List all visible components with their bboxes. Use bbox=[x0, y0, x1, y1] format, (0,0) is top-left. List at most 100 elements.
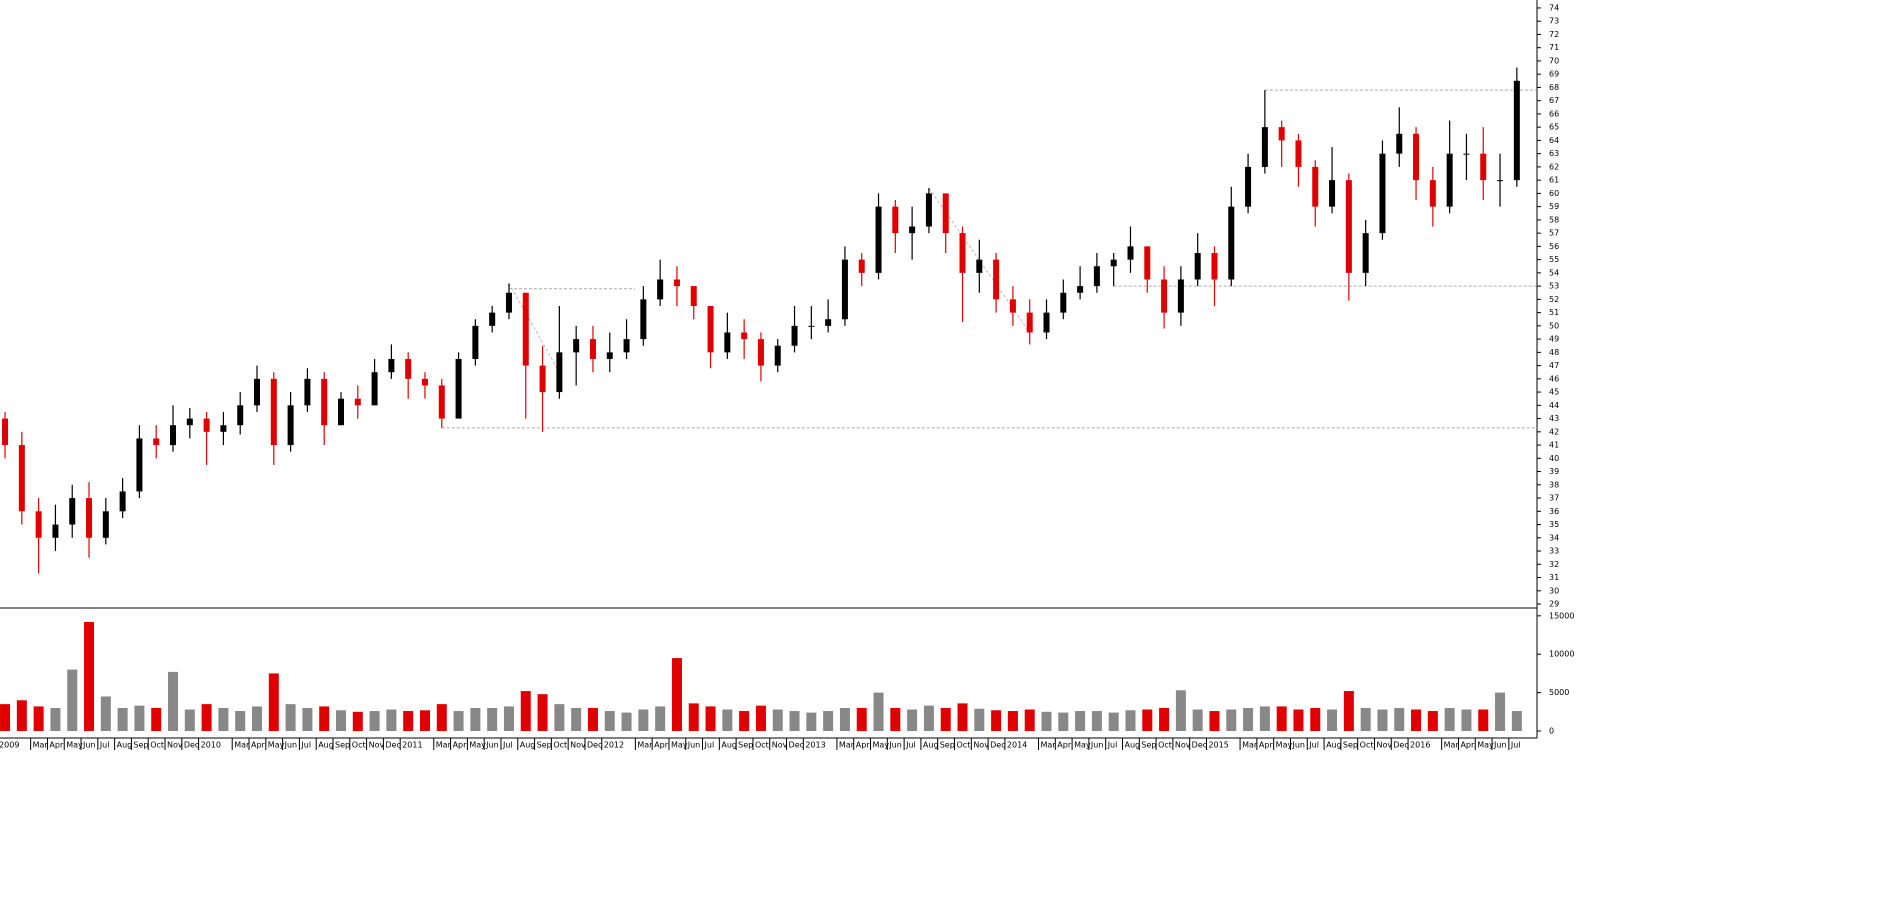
x-tick-label: Dec bbox=[1192, 741, 1207, 750]
y-tick-label: 70 bbox=[1549, 56, 1559, 65]
x-tick-label: May bbox=[268, 741, 285, 750]
x-tick-label: Apr bbox=[1259, 741, 1274, 750]
x-tick-label: Dec bbox=[1393, 741, 1408, 750]
x-tick-label: Mar bbox=[1242, 741, 1258, 750]
x-tick-label: May bbox=[469, 741, 486, 750]
x-tick-label: Dec bbox=[385, 741, 400, 750]
x-tick-label: Aug bbox=[520, 741, 536, 750]
candle-body bbox=[808, 325, 815, 327]
candle-body bbox=[673, 279, 680, 287]
candle-body bbox=[1362, 233, 1369, 273]
volume-bar bbox=[285, 704, 296, 731]
y-tick-label: 66 bbox=[1549, 109, 1559, 118]
x-tick-label: Nov bbox=[570, 741, 586, 750]
volume-bar bbox=[1024, 709, 1035, 731]
x-tick-label: Jul bbox=[704, 741, 715, 750]
y-tick-label: 58 bbox=[1549, 215, 1559, 224]
volume-bar bbox=[453, 711, 464, 731]
volume-bar bbox=[1327, 709, 1338, 731]
x-tick-label: Mar bbox=[33, 741, 49, 750]
x-tick-label: 2013 bbox=[805, 741, 825, 750]
y-tick-label: 44 bbox=[1549, 401, 1559, 410]
y-tick-label: 34 bbox=[1549, 533, 1559, 542]
volume-bar bbox=[554, 704, 565, 731]
x-tick-label: Jul bbox=[1308, 741, 1319, 750]
candle-body bbox=[203, 418, 210, 432]
x-tick-label: 2010 bbox=[201, 741, 221, 750]
volume-bar bbox=[33, 706, 44, 731]
x-tick-label: Oct bbox=[150, 741, 164, 750]
volume-bar bbox=[688, 703, 699, 731]
volume-bar bbox=[1478, 709, 1489, 731]
x-tick-label: Nov bbox=[369, 741, 385, 750]
volume-bar bbox=[621, 712, 632, 731]
volume-bar bbox=[302, 707, 313, 731]
x-tick-label: May bbox=[671, 741, 688, 750]
candle-body bbox=[1177, 279, 1184, 313]
volume-bar bbox=[403, 711, 414, 731]
volume-bar bbox=[1209, 711, 1220, 731]
volume-bar bbox=[856, 707, 867, 731]
candle-body bbox=[825, 319, 832, 326]
volume-bar bbox=[890, 707, 901, 731]
x-tick-label: Jun bbox=[82, 741, 96, 750]
x-tick-label: Mar bbox=[1444, 741, 1460, 750]
volume-bar bbox=[1444, 707, 1455, 731]
candle-body bbox=[925, 193, 932, 227]
y-tick-label: 73 bbox=[1549, 17, 1559, 26]
y-tick-label: 36 bbox=[1549, 507, 1559, 516]
candle-body bbox=[1043, 312, 1050, 333]
candle-body bbox=[1161, 279, 1168, 313]
x-tick-label: Jul bbox=[502, 741, 513, 750]
volume-bar bbox=[386, 709, 397, 731]
candle-body bbox=[1127, 246, 1134, 260]
volume-bar bbox=[1343, 691, 1354, 731]
y-tick-label: 62 bbox=[1549, 162, 1559, 171]
candle-body bbox=[657, 279, 664, 300]
y-tick-label: 32 bbox=[1549, 560, 1559, 569]
volume-bar bbox=[1091, 711, 1102, 731]
y-tick-label: 35 bbox=[1549, 520, 1559, 529]
candle-body bbox=[1110, 259, 1117, 267]
volume-bar bbox=[201, 704, 212, 731]
volume-bar bbox=[671, 658, 682, 731]
candle-body bbox=[1396, 133, 1403, 154]
x-tick-label: Dec bbox=[587, 741, 602, 750]
x-tick-label: 2012 bbox=[604, 741, 624, 750]
candle-body bbox=[421, 378, 428, 386]
x-tick-label: Aug bbox=[1124, 741, 1140, 750]
y-tick-label: 40 bbox=[1549, 454, 1559, 463]
x-tick-label: Jun bbox=[284, 741, 298, 750]
volume-bar bbox=[722, 709, 733, 731]
volume-bar bbox=[1142, 709, 1153, 731]
candle-body bbox=[270, 378, 277, 446]
x-tick-label: Apr bbox=[1460, 741, 1475, 750]
candle-body bbox=[942, 193, 949, 234]
candle-body bbox=[254, 378, 261, 406]
candle-body bbox=[875, 206, 882, 273]
candle-body bbox=[1194, 253, 1201, 280]
x-tick-label: Mar bbox=[234, 741, 250, 750]
volume-bar bbox=[655, 706, 666, 731]
x-tick-label: Apr bbox=[49, 741, 64, 750]
y-tick-label: 5000 bbox=[1549, 688, 1569, 697]
volume-bar bbox=[974, 708, 985, 731]
volume-bar bbox=[1058, 712, 1069, 731]
candle-body bbox=[1513, 80, 1520, 181]
y-tick-label: 51 bbox=[1549, 308, 1559, 317]
volume-bar bbox=[50, 707, 61, 731]
volume-bar bbox=[268, 673, 279, 731]
y-tick-label: 39 bbox=[1549, 467, 1559, 476]
candle-body bbox=[86, 498, 93, 538]
volume-bar bbox=[67, 669, 78, 731]
volume-bar bbox=[587, 707, 598, 731]
y-tick-label: 64 bbox=[1549, 136, 1559, 145]
candle-body bbox=[1446, 153, 1453, 207]
volume-bar bbox=[806, 712, 817, 731]
volume-bar bbox=[1411, 709, 1422, 731]
y-tick-label: 46 bbox=[1549, 374, 1559, 383]
volume-bar bbox=[1075, 711, 1086, 731]
volume-bar bbox=[117, 707, 128, 731]
y-tick-label: 61 bbox=[1549, 176, 1559, 185]
candle-body bbox=[1345, 180, 1352, 273]
